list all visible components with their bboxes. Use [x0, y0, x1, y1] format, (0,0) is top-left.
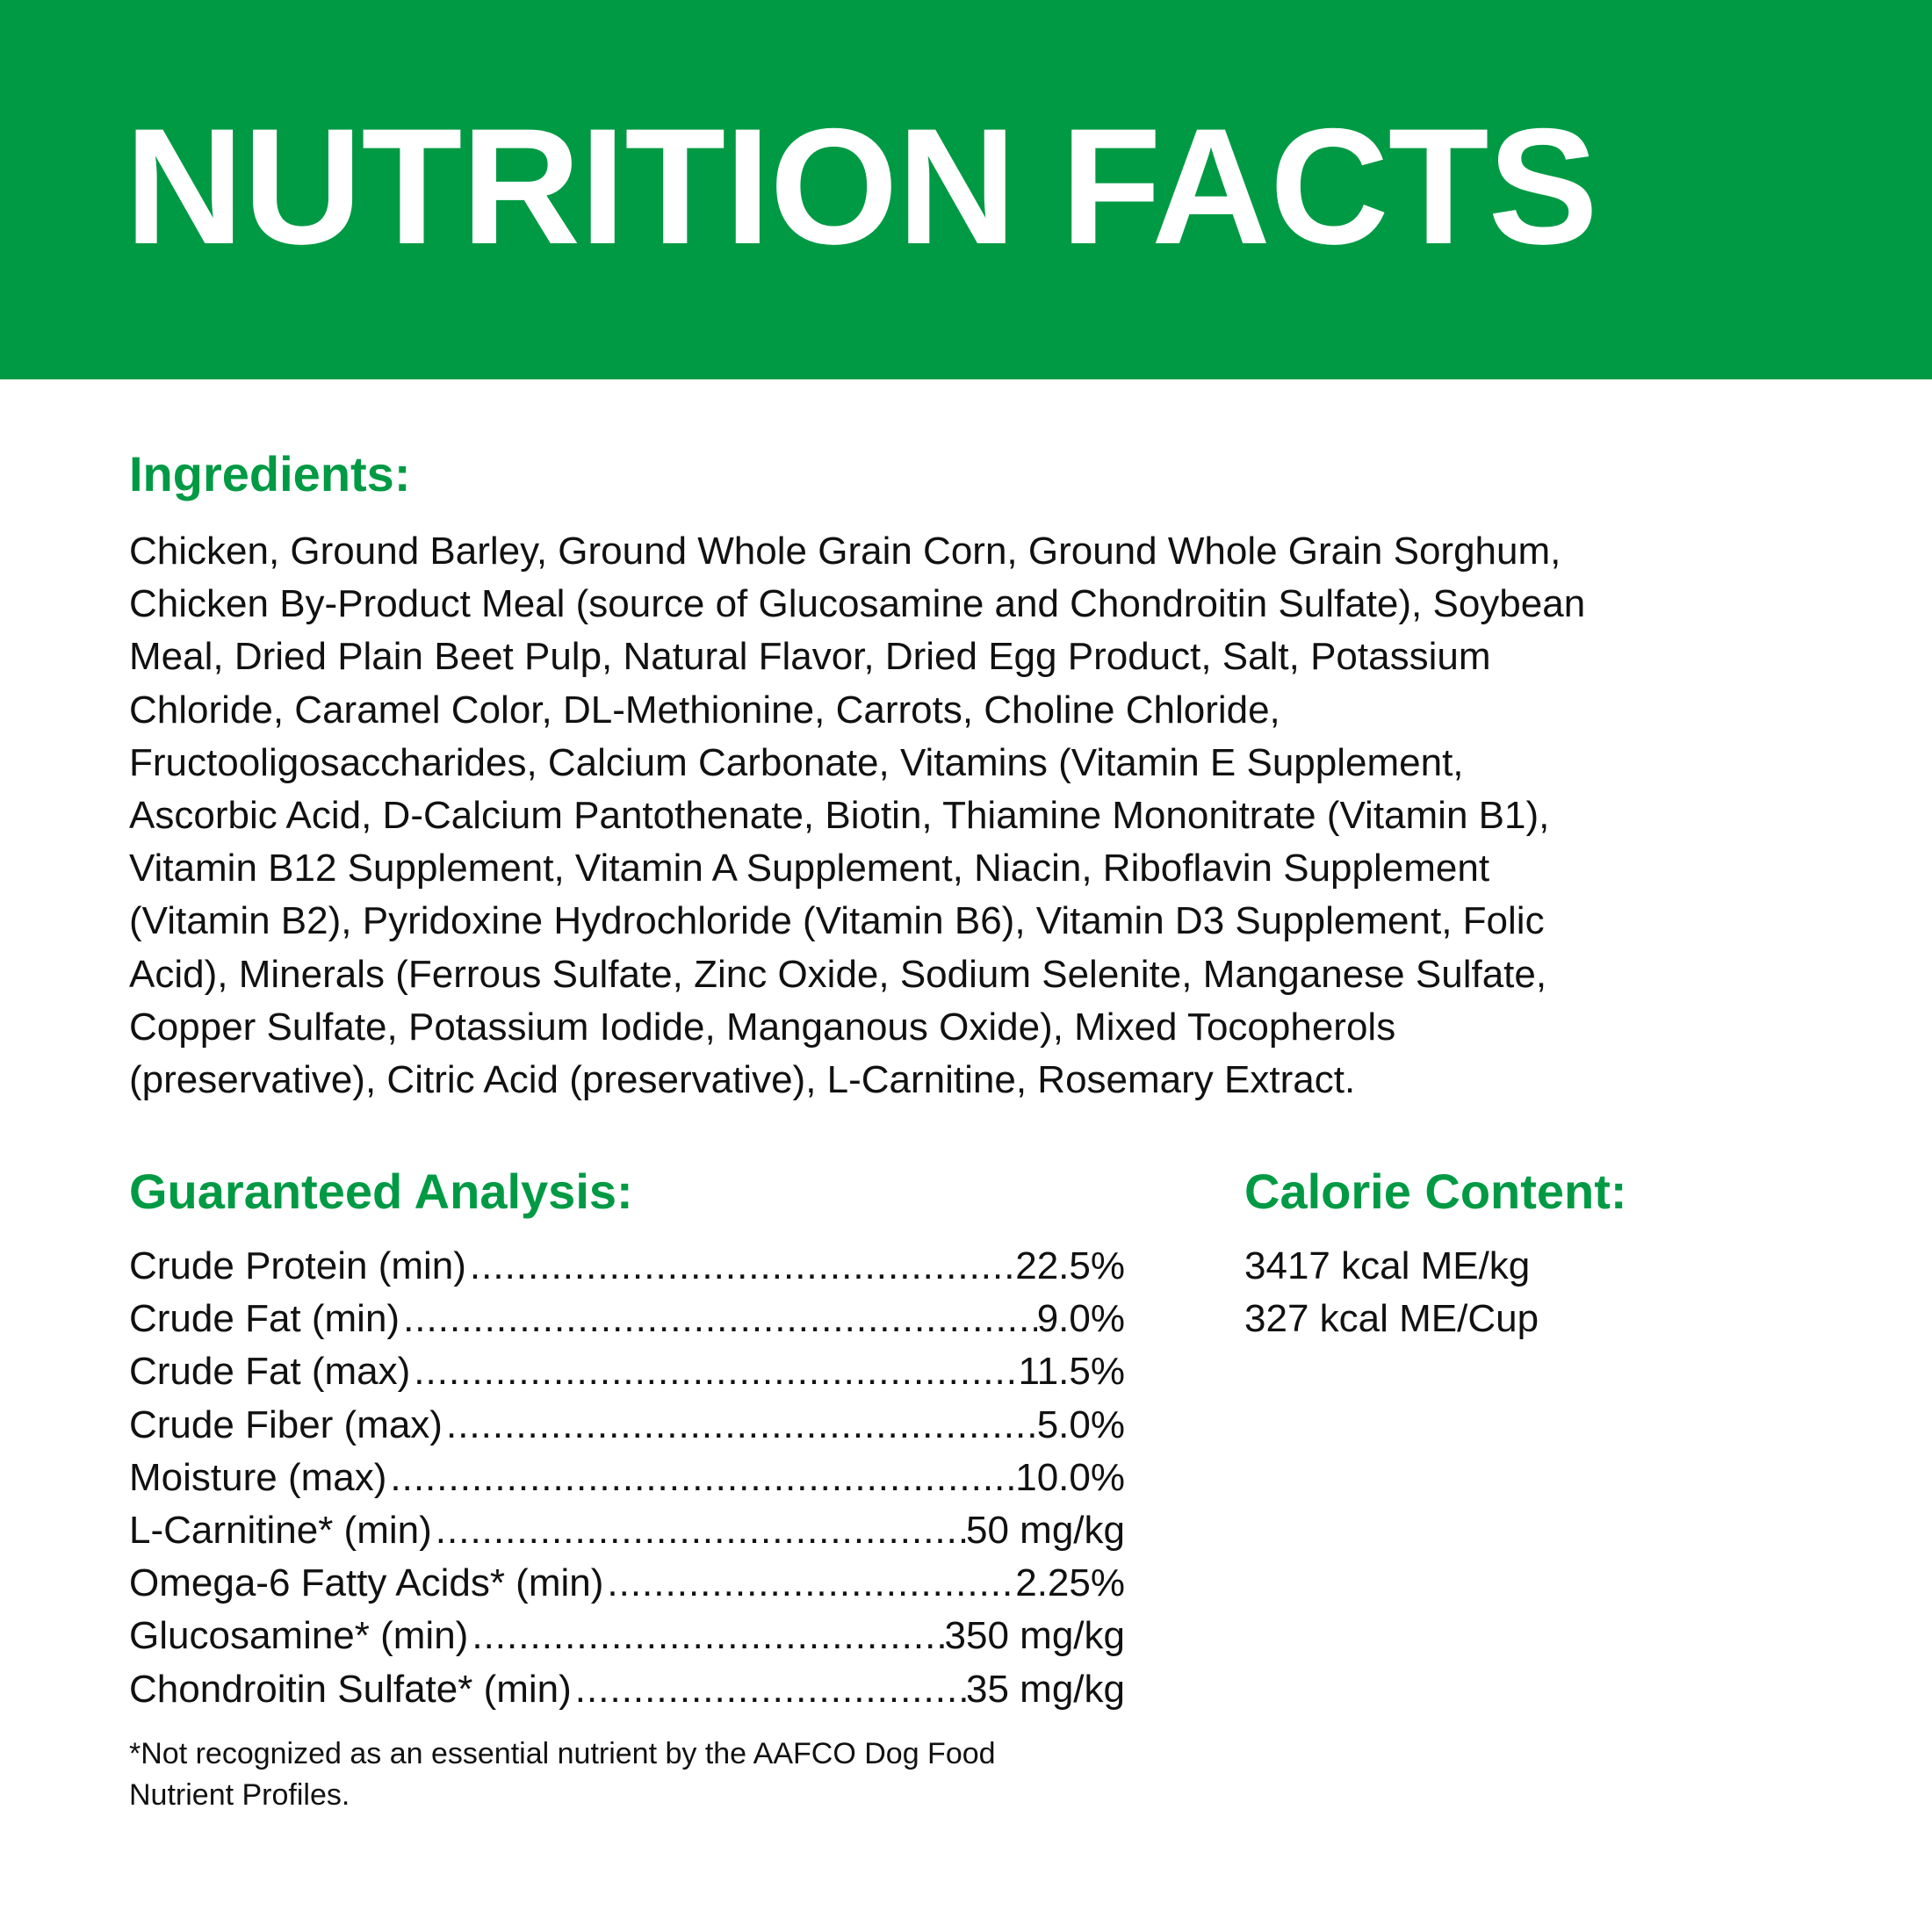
dot-leader: [572, 1663, 966, 1716]
calorie-content: 3417 kcal ME/kg 327 kcal ME/Cup: [1244, 1240, 1539, 1345]
dot-leader: [410, 1345, 1018, 1398]
analysis-row: Glucosamine* (min) 350 mg/kg: [129, 1610, 1125, 1662]
analysis-value: 50 mg/kg: [966, 1509, 1125, 1553]
ingredients-line: (Vitamin B2), Pyridoxine Hydrochloride (…: [129, 899, 1545, 943]
analysis-label: Chondroitin Sulfate* (min): [129, 1667, 572, 1711]
ingredients-heading: Ingredients:: [129, 446, 411, 501]
guaranteed-analysis-table: Crude Protein (min) 22.5% Crude Fat (min) 9…: [129, 1240, 1125, 1716]
analysis-row: Crude Fat (max) 11.5%: [129, 1345, 1125, 1398]
dot-leader: [443, 1399, 1037, 1452]
analysis-heading: Guaranteed Analysis:: [129, 1164, 633, 1219]
analysis-value: 35 mg/kg: [966, 1667, 1125, 1711]
ingredients-line: Fructooligosaccharides, Calcium Carbonat…: [129, 740, 1464, 784]
analysis-row: Omega-6 Fatty Acids* (min) 2.25%: [129, 1557, 1125, 1610]
analysis-label: L-Carnitine* (min): [129, 1509, 432, 1553]
analysis-row: Crude Protein (min) 22.5%: [129, 1240, 1125, 1293]
analysis-value: 5.0%: [1036, 1402, 1125, 1446]
dot-leader: [468, 1610, 944, 1662]
page-title: NUTRITION FACTS: [125, 94, 1598, 278]
ingredients-line: Meal, Dried Plain Beet Pulp, Natural Fla…: [129, 635, 1491, 679]
ingredients-line: Chloride, Caramel Color, DL-Methionine, …: [129, 688, 1280, 732]
calorie-heading: Calorie Content:: [1244, 1164, 1627, 1219]
analysis-row: Chondroitin Sulfate* (min) 35 mg/kg: [129, 1663, 1125, 1716]
ingredients-line: Copper Sulfate, Potassium Iodide, Mangan…: [129, 1005, 1396, 1049]
ingredients-line: Ascorbic Acid, D-Calcium Pantothenate, B…: [129, 794, 1550, 838]
analysis-value: 350 mg/kg: [944, 1614, 1125, 1658]
ingredients-line: Vitamin B12 Supplement, Vitamin A Supple…: [129, 847, 1490, 890]
dot-leader: [466, 1240, 1015, 1293]
analysis-value: 9.0%: [1036, 1297, 1125, 1341]
footnote: *Not recognized as an essential nutrient…: [129, 1734, 996, 1816]
dot-leader: [400, 1293, 1037, 1345]
analysis-label: Crude Fiber (max): [129, 1402, 443, 1446]
ingredients-line: Chicken, Ground Barley, Ground Whole Gra…: [129, 530, 1561, 573]
dot-leader: [386, 1452, 1015, 1504]
footnote-line: Nutrient Profiles.: [129, 1778, 350, 1812]
ingredients-line: (preservative), Citric Acid (preservativ…: [129, 1058, 1356, 1102]
analysis-label: Crude Protein (min): [129, 1244, 466, 1287]
calorie-line: 327 kcal ME/Cup: [1244, 1297, 1539, 1341]
ingredients-line: Chicken By-Product Meal (source of Gluco…: [129, 582, 1586, 626]
header-banner: [0, 0, 1932, 379]
analysis-label: Moisture (max): [129, 1455, 387, 1499]
analysis-value: 11.5%: [1018, 1350, 1126, 1394]
analysis-label: Glucosamine* (min): [129, 1614, 469, 1658]
analysis-label: Crude Fat (min): [129, 1297, 400, 1341]
ingredients-line: Acid), Minerals (Ferrous Sulfate, Zinc O…: [129, 952, 1547, 996]
analysis-row: Crude Fiber (max) 5.0%: [129, 1399, 1125, 1452]
dot-leader: [603, 1557, 1015, 1610]
calorie-line: 3417 kcal ME/kg: [1244, 1244, 1531, 1287]
dot-leader: [432, 1504, 966, 1557]
analysis-row: Moisture (max) 10.0%: [129, 1452, 1125, 1504]
ingredients-list: Chicken, Ground Barley, Ground Whole Gra…: [129, 525, 1585, 1107]
analysis-value: 10.0%: [1015, 1455, 1125, 1499]
analysis-label: Crude Fat (max): [129, 1350, 411, 1394]
analysis-value: 22.5%: [1015, 1244, 1125, 1287]
analysis-value: 2.25%: [1015, 1561, 1125, 1605]
footnote-line: *Not recognized as an essential nutrient…: [129, 1737, 996, 1770]
analysis-label: Omega-6 Fatty Acids* (min): [129, 1561, 604, 1605]
analysis-row: Crude Fat (min) 9.0%: [129, 1293, 1125, 1345]
analysis-row: L-Carnitine* (min) 50 mg/kg: [129, 1504, 1125, 1557]
